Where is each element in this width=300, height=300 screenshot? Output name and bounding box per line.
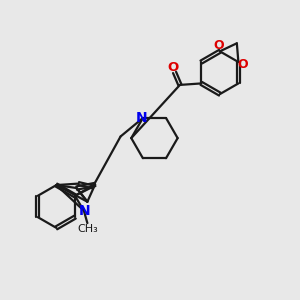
Text: O: O (237, 58, 247, 71)
Text: O: O (168, 61, 179, 74)
Text: N: N (136, 111, 147, 125)
Text: N: N (79, 204, 91, 218)
Text: O: O (213, 40, 224, 52)
Text: CH₃: CH₃ (78, 224, 98, 234)
